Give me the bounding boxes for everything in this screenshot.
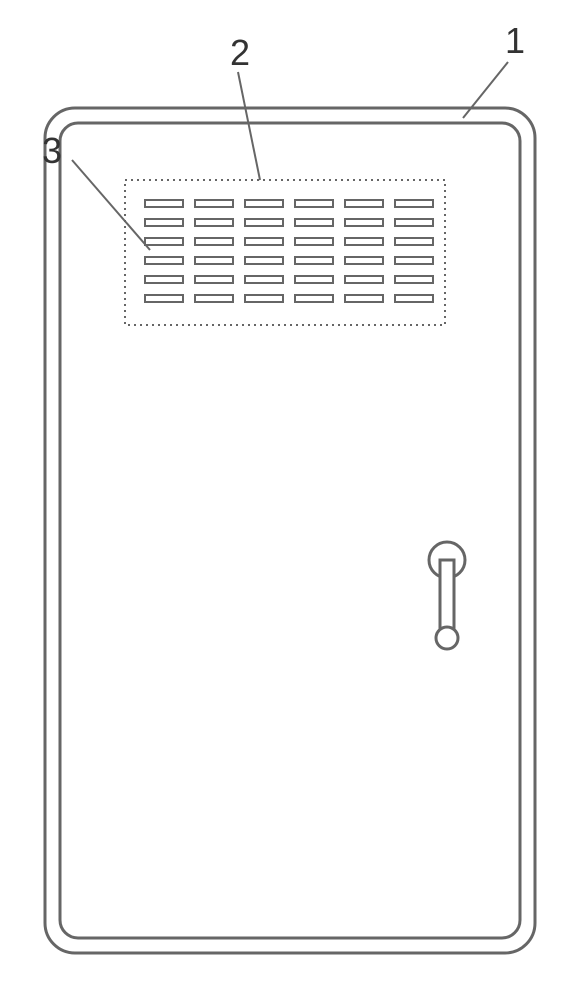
vent-slot <box>295 238 333 245</box>
vent-slot <box>345 276 383 283</box>
vent-slot <box>195 200 233 207</box>
vent-slot <box>345 295 383 302</box>
vent-slot <box>245 276 283 283</box>
handle-knob <box>436 627 458 649</box>
diagram-svg <box>0 0 586 1000</box>
callout-label-1: 1 <box>505 20 525 62</box>
vent-slot <box>195 295 233 302</box>
vent-slot <box>195 257 233 264</box>
vent-slot <box>245 200 283 207</box>
vent-slot <box>145 219 183 226</box>
diagram-canvas: 1 2 3 <box>0 0 586 1000</box>
vent-slot <box>145 257 183 264</box>
vent-slot <box>345 238 383 245</box>
vent-slot <box>395 219 433 226</box>
vent-slot <box>295 276 333 283</box>
vent-slot <box>245 219 283 226</box>
callout-label-3: 3 <box>42 130 62 172</box>
vent-slot <box>145 295 183 302</box>
vent-slot <box>295 295 333 302</box>
vent-slot <box>195 276 233 283</box>
vent-slot <box>345 257 383 264</box>
vent-slot <box>245 295 283 302</box>
vent-slot <box>195 238 233 245</box>
vent-slot <box>395 257 433 264</box>
callout-label-2: 2 <box>230 32 250 74</box>
handle-shaft <box>440 560 454 630</box>
vent-slot <box>395 295 433 302</box>
vent-slot <box>245 238 283 245</box>
cabinet-outer <box>45 108 535 953</box>
vent-slot <box>145 200 183 207</box>
vent-slot <box>245 257 283 264</box>
vent-slot <box>195 219 233 226</box>
vent-slot <box>395 238 433 245</box>
vent-slot <box>395 276 433 283</box>
vent-slot <box>145 276 183 283</box>
vent-slot <box>295 219 333 226</box>
vent-slot <box>145 238 183 245</box>
vent-slot <box>345 219 383 226</box>
vent-slot <box>345 200 383 207</box>
vent-slot <box>295 200 333 207</box>
vent-slot <box>295 257 333 264</box>
vent-slot <box>395 200 433 207</box>
